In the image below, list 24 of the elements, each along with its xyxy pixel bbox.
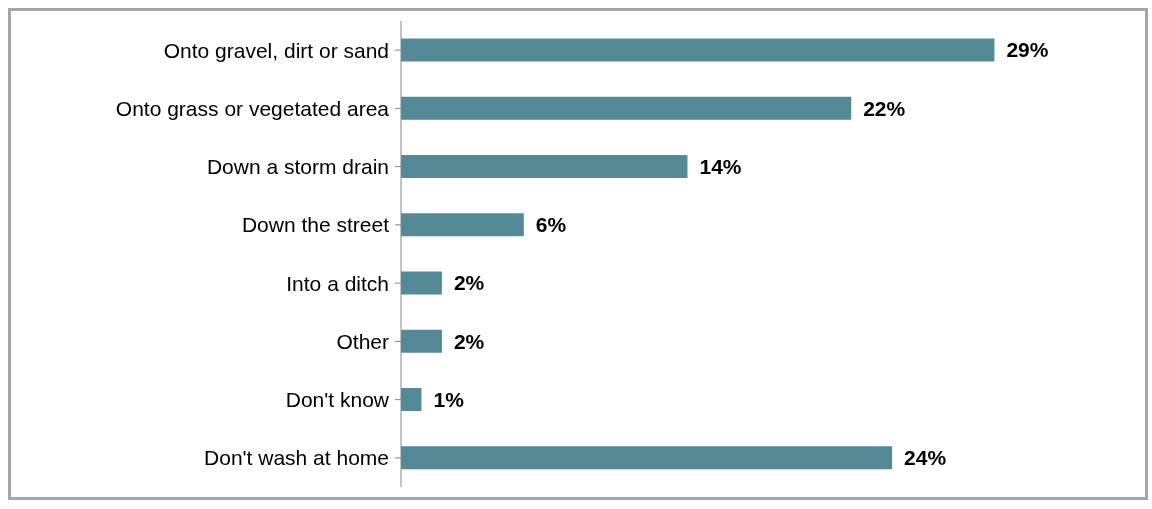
bar [401, 387, 422, 411]
bar [401, 154, 688, 178]
y-tick-label: Into a ditch [286, 271, 389, 295]
y-tick-label: Onto grass or vegetated area [115, 96, 390, 120]
bar [401, 446, 893, 470]
y-tick-label: Onto gravel, dirt or sand [163, 38, 389, 62]
data-label: 29% [1006, 38, 1049, 62]
y-tick-label: Other [336, 329, 389, 353]
data-label: 24% [904, 446, 947, 470]
data-label: 2% [453, 329, 485, 353]
y-tick-label: Down a storm drain [206, 155, 389, 179]
bar [401, 96, 852, 120]
y-tick-label: Don't know [285, 388, 390, 412]
y-tick-label: Down the street [241, 213, 390, 237]
data-label: 22% [863, 96, 906, 120]
bar [401, 329, 442, 353]
data-label: 1% [433, 387, 465, 411]
data-label: 2% [453, 271, 485, 295]
bar [401, 38, 995, 62]
bar [401, 271, 442, 295]
bar [401, 213, 524, 237]
data-label: 6% [535, 213, 567, 237]
data-label: 14% [699, 154, 742, 178]
y-tick-label: Don't wash at home [204, 446, 389, 470]
